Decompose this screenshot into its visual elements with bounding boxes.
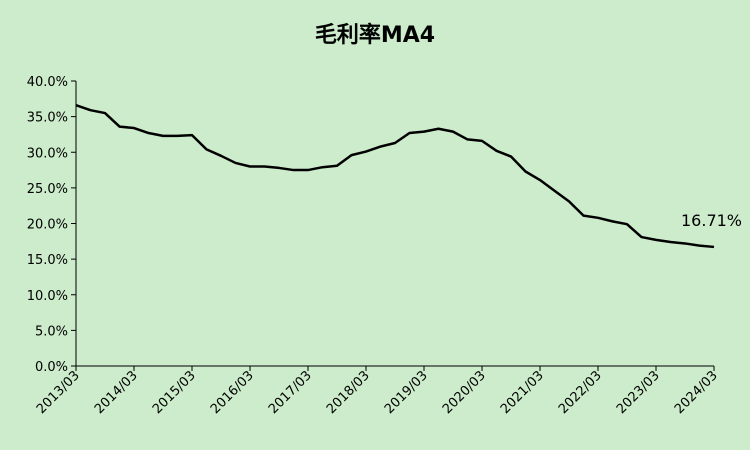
x-tick-label: 2019/03 xyxy=(382,368,431,417)
y-tick-label: 20.0% xyxy=(27,218,68,233)
x-tick-label: 2013/03 xyxy=(34,368,83,417)
y-tick-label: 35.0% xyxy=(27,111,68,126)
x-tick-label: 2022/03 xyxy=(556,368,605,417)
last-value-annotation: 16.71% xyxy=(681,211,742,230)
y-tick-label: 5.0% xyxy=(35,324,68,339)
x-tick-label: 2021/03 xyxy=(498,368,547,417)
x-tick-label: 2016/03 xyxy=(208,368,257,417)
y-tick-label: 30.0% xyxy=(27,146,68,161)
y-tick-label: 25.0% xyxy=(27,182,68,197)
x-tick-label: 2024/03 xyxy=(672,368,721,417)
x-tick-label: 2015/03 xyxy=(150,368,199,417)
x-tick-label: 2018/03 xyxy=(324,368,373,417)
x-tick-label: 2017/03 xyxy=(266,368,315,417)
x-tick-label: 2020/03 xyxy=(440,368,489,417)
x-tick-label: 2023/03 xyxy=(614,368,663,417)
y-tick-label: 0.0% xyxy=(35,360,68,375)
series-layer xyxy=(75,104,715,249)
y-tick-label: 10.0% xyxy=(27,289,68,304)
chart-title: 毛利率MA4 xyxy=(315,22,435,48)
y-tick-label: 40.0% xyxy=(27,75,68,90)
x-axis: 2013/03 2014/03 2015/03 2016/03 2017/03 2018/… xyxy=(34,365,721,417)
x-tick-label: 2014/03 xyxy=(92,368,141,417)
series-line xyxy=(75,104,715,249)
y-axis: 0.0% 5.0% 10.0% 15.0% 20.0% 25.0% 30.0% 35.0% 40… xyxy=(27,75,77,375)
y-tick-label: 15.0% xyxy=(27,253,68,268)
